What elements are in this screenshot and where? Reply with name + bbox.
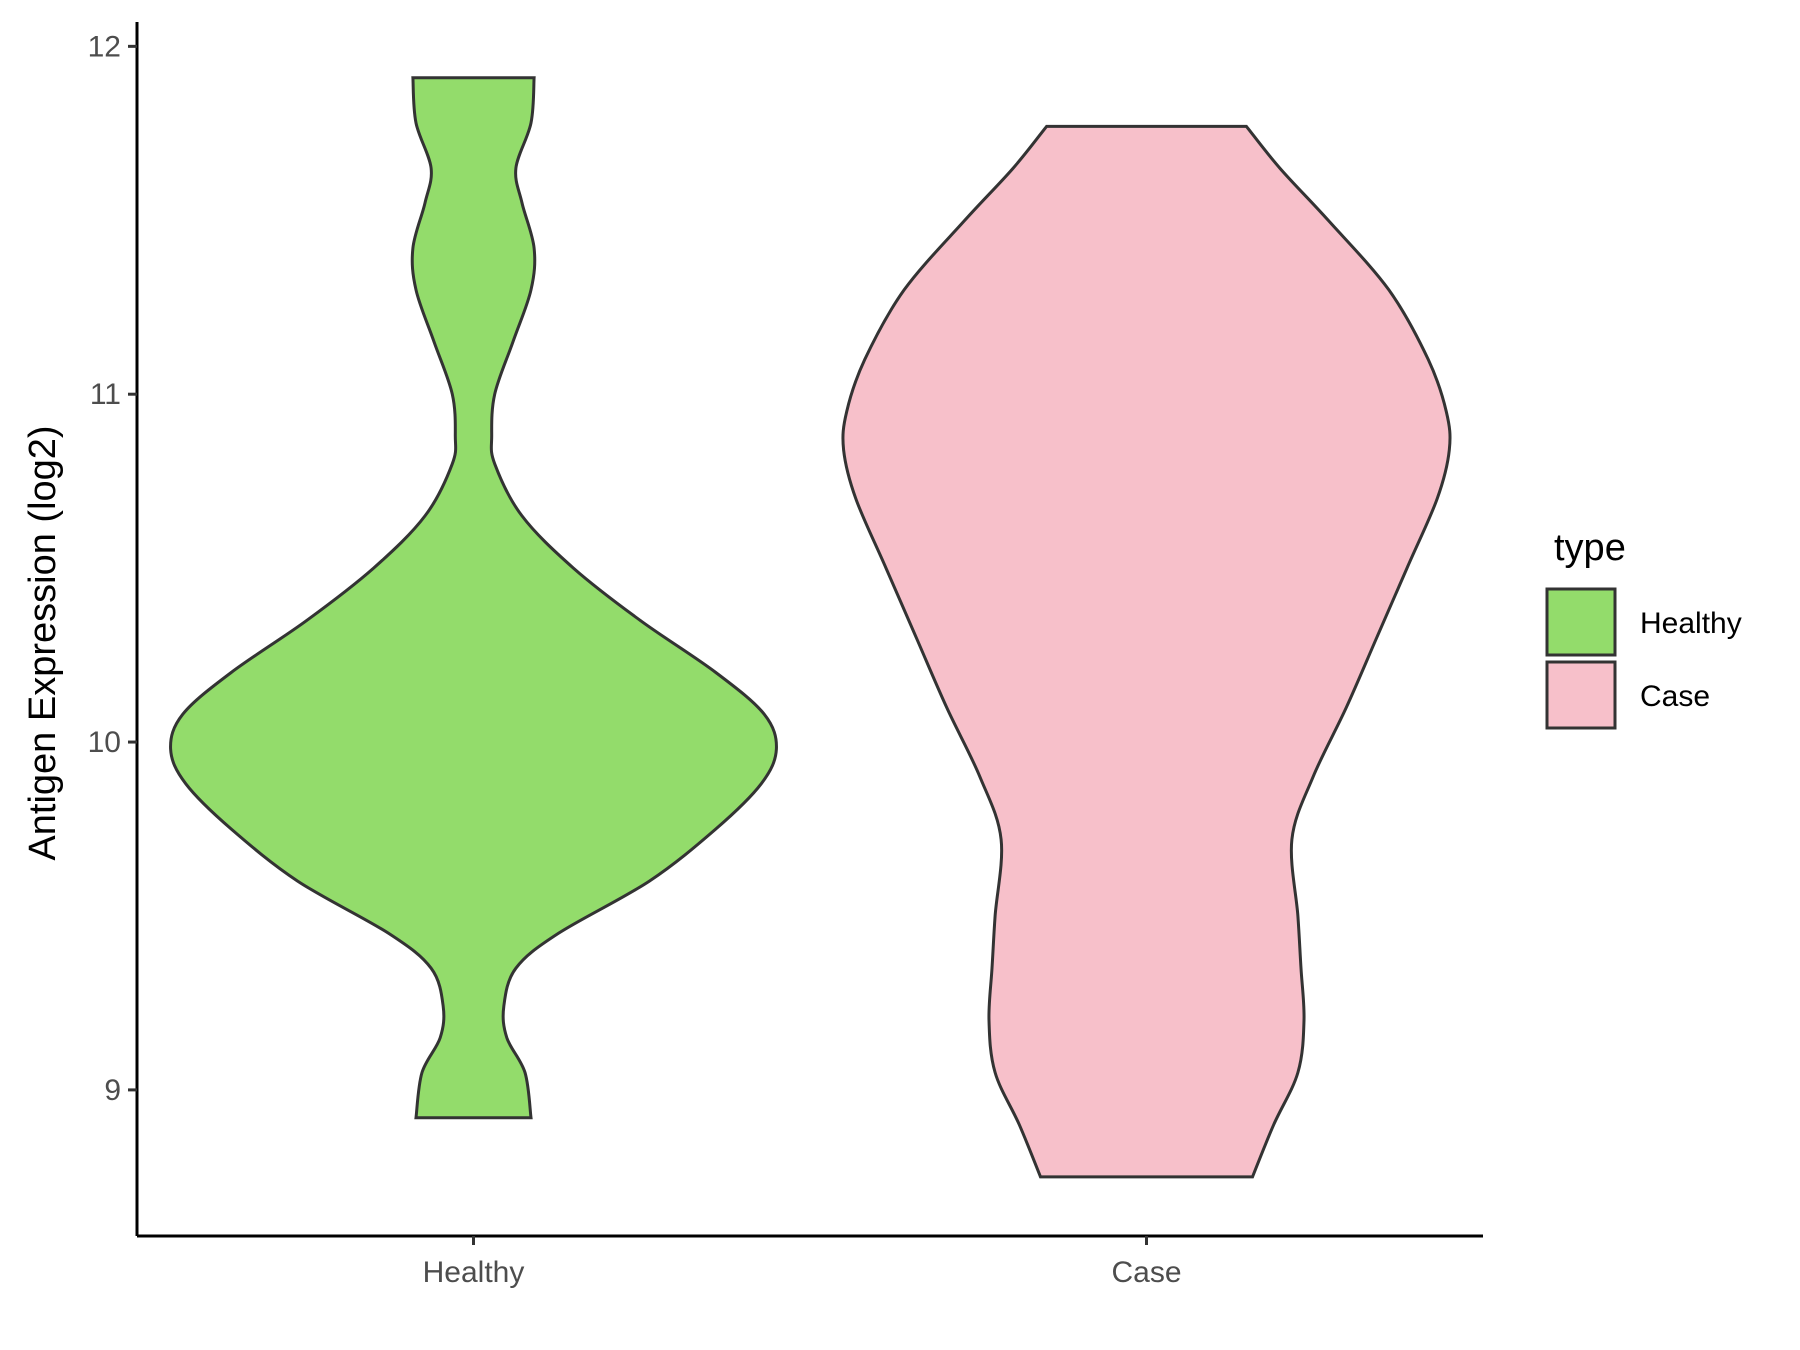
- y-axis-title: Antigen Expression (log2): [22, 425, 64, 860]
- y-axis-ticks: 9 10 11 12: [88, 30, 137, 1107]
- violins-layer: [169, 76, 1452, 1179]
- y-tick-label: 9: [104, 1074, 121, 1107]
- y-tick-label: 10: [88, 726, 121, 759]
- legend-label-case: Case: [1640, 680, 1710, 713]
- violin-case: [841, 124, 1452, 1179]
- violin-healthy: [169, 76, 778, 1120]
- legend-key-case: [1545, 660, 1617, 730]
- x-tick-label-healthy: Healthy: [423, 1256, 525, 1289]
- x-tick-label-case: Case: [1111, 1256, 1181, 1289]
- legend: type Healthy Case: [1545, 527, 1742, 730]
- legend-key-healthy: [1545, 587, 1617, 657]
- legend-label-healthy: Healthy: [1640, 607, 1742, 640]
- x-axis-ticks: Healthy Case: [423, 1236, 1182, 1289]
- y-tick-label: 12: [88, 30, 121, 63]
- y-tick-label: 11: [90, 378, 121, 411]
- legend-title: type: [1554, 527, 1626, 569]
